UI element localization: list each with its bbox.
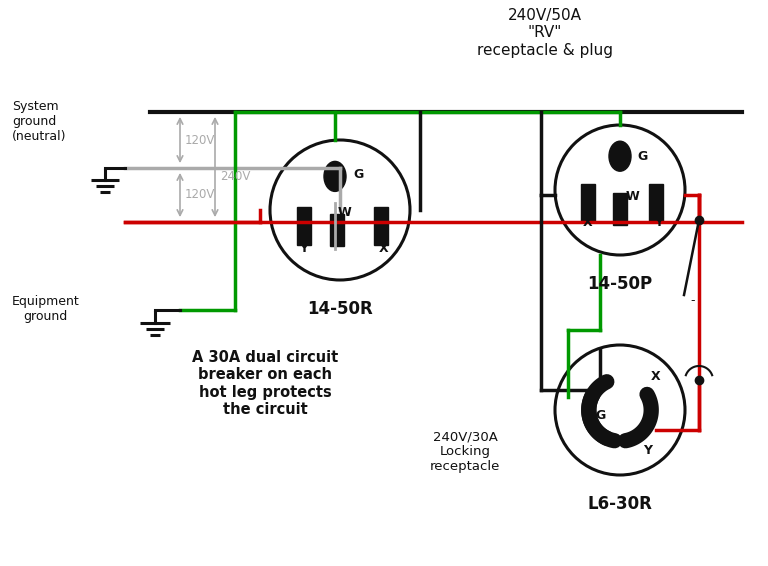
Ellipse shape xyxy=(609,141,631,171)
Text: W: W xyxy=(625,190,639,203)
FancyBboxPatch shape xyxy=(296,207,310,245)
FancyBboxPatch shape xyxy=(373,207,388,245)
FancyBboxPatch shape xyxy=(330,213,344,246)
Text: A 30A dual circuit
breaker on each
hot leg protects
the circuit: A 30A dual circuit breaker on each hot l… xyxy=(192,350,338,417)
Text: Y: Y xyxy=(643,444,652,457)
Text: 14-50R: 14-50R xyxy=(307,300,373,318)
Text: X: X xyxy=(583,216,592,229)
Text: Equipment
ground: Equipment ground xyxy=(12,295,80,323)
Text: 120V: 120V xyxy=(185,134,215,147)
Text: G: G xyxy=(353,169,363,182)
Text: 240V/30A
Locking
receptacle: 240V/30A Locking receptacle xyxy=(430,430,500,473)
Text: 240V: 240V xyxy=(220,170,250,183)
Text: System
ground
(neutral): System ground (neutral) xyxy=(12,100,67,143)
Text: W: W xyxy=(337,205,351,218)
Text: G: G xyxy=(637,149,647,162)
Text: Y: Y xyxy=(299,242,308,255)
FancyBboxPatch shape xyxy=(613,193,627,225)
Text: G: G xyxy=(595,409,606,422)
Text: X: X xyxy=(379,242,388,255)
Text: X: X xyxy=(651,370,660,383)
Text: 240V/50A
"RV"
receptacle & plug: 240V/50A "RV" receptacle & plug xyxy=(477,8,613,58)
Text: 120V: 120V xyxy=(185,188,215,201)
FancyBboxPatch shape xyxy=(649,183,664,221)
Text: Y: Y xyxy=(654,216,664,229)
FancyBboxPatch shape xyxy=(581,183,595,221)
Text: 14-50P: 14-50P xyxy=(588,275,653,293)
Ellipse shape xyxy=(324,161,346,191)
Text: -: - xyxy=(691,294,700,307)
Text: L6-30R: L6-30R xyxy=(588,495,653,513)
